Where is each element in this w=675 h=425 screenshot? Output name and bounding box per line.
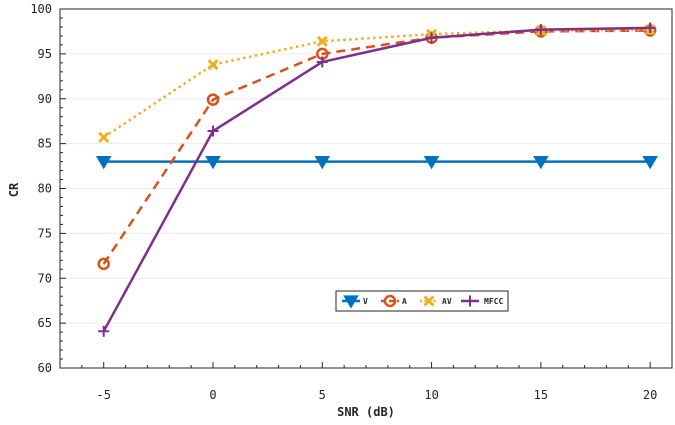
- y-axis-label: CR: [7, 182, 21, 197]
- series-line-mfcc: [102, 26, 651, 332]
- data-point-av: [98, 131, 110, 143]
- data-point-v: [205, 155, 221, 170]
- data-point-v: [95, 155, 112, 170]
- x-axis-ticks: -5 0 5 10 15 20: [59, 362, 673, 402]
- legend-marker-av: [423, 295, 435, 307]
- x-axis-label: SNR (dB): [337, 405, 395, 419]
- data-point-a: [97, 257, 110, 271]
- data-point-v: [314, 155, 331, 170]
- series-av: [98, 24, 656, 143]
- y-tick-label: 85: [38, 137, 52, 151]
- y-tick-label: 65: [38, 316, 52, 330]
- data-point-mfcc: [535, 24, 547, 36]
- y-axis-ticks: 60 65 70 75 80 85 90 95 100: [30, 2, 66, 375]
- y-tick-label: 75: [38, 226, 52, 240]
- x-tick-label: 10: [424, 388, 438, 402]
- y-tick-label: 60: [38, 361, 52, 375]
- data-point-mfcc: [98, 325, 110, 337]
- y-tick-label: 90: [38, 92, 52, 106]
- data-point-v: [423, 155, 440, 170]
- legend: V A AV MFCC: [335, 290, 509, 312]
- legend-label-mfcc: MFCC: [484, 297, 503, 306]
- legend-marker-a: [383, 294, 397, 308]
- x-tick-label: -5: [96, 388, 110, 402]
- x-tick-label: 20: [643, 388, 657, 402]
- x-tick-label: 0: [209, 388, 216, 402]
- legend-label-av: AV: [442, 297, 452, 306]
- series-layer: [95, 22, 658, 337]
- data-point-v: [533, 155, 549, 170]
- y-tick-label: 100: [30, 2, 52, 16]
- series-line-av: [103, 28, 651, 139]
- data-point-mfcc: [316, 56, 328, 68]
- grid-lines: [60, 8, 672, 369]
- legend-marker-mfcc: [464, 295, 476, 307]
- data-point-v: [642, 155, 658, 170]
- data-point-av: [207, 59, 219, 71]
- legend-label-a: A: [402, 297, 407, 306]
- series-line-a: [102, 29, 651, 265]
- series-mfcc: [98, 22, 656, 337]
- data-point-a: [206, 93, 220, 106]
- data-point-av: [316, 35, 328, 47]
- x-tick-label: 15: [534, 388, 548, 402]
- x-tick-label: 5: [319, 388, 326, 402]
- y-tick-label: 70: [38, 271, 52, 285]
- series-v: [95, 155, 658, 170]
- data-point-mfcc: [207, 125, 219, 137]
- data-point-mfcc: [644, 22, 656, 34]
- y-tick-label: 80: [38, 182, 52, 196]
- y-tick-label: 95: [38, 47, 52, 61]
- series-a: [97, 24, 657, 271]
- legend-label-v: V: [363, 297, 368, 306]
- data-point-mfcc: [426, 32, 438, 44]
- legend-marker-v: [343, 295, 359, 309]
